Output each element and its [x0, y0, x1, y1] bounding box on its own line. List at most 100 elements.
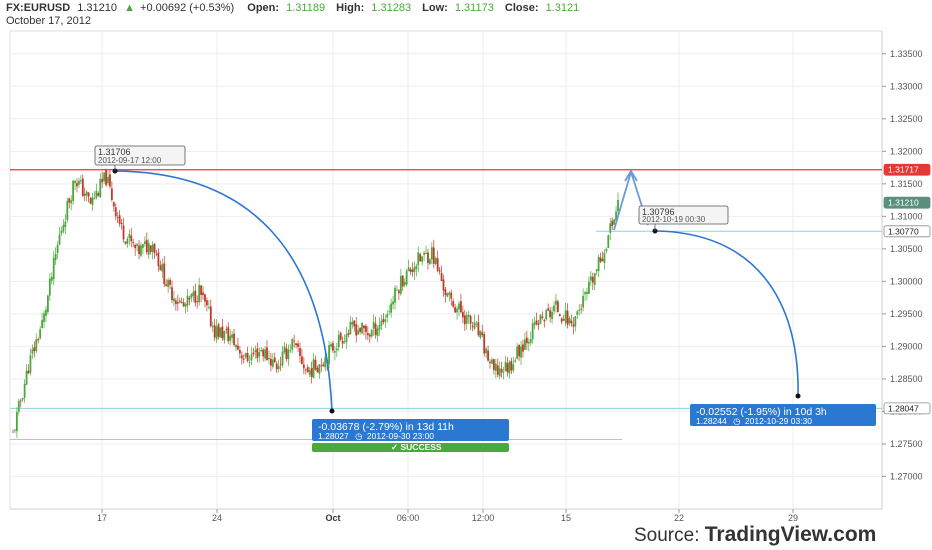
candle — [481, 324, 484, 338]
candle-body — [308, 370, 311, 375]
candle-body — [147, 242, 150, 255]
candle-body — [399, 275, 402, 294]
candle-body — [555, 300, 557, 305]
candle-body — [533, 322, 536, 326]
candle-body — [301, 356, 303, 364]
close-label: Close: — [505, 2, 539, 14]
candle — [529, 331, 532, 346]
candle — [332, 340, 334, 353]
candle — [568, 316, 571, 326]
candle-body — [202, 292, 204, 295]
candle — [564, 302, 567, 327]
candle-body — [553, 305, 555, 312]
y-tick-label: 1.27500 — [890, 439, 923, 449]
candle-body — [603, 252, 606, 264]
candle — [240, 351, 243, 365]
candle-body — [403, 282, 406, 286]
candle — [335, 342, 338, 357]
candle-body — [392, 301, 394, 305]
drawing-layer[interactable]: 1.31706 2012-09-17 12:00 1.30796 2012-10… — [94, 145, 876, 452]
candle-body — [324, 357, 327, 368]
candle-body — [512, 364, 515, 371]
candle-body — [25, 370, 28, 385]
candle — [545, 308, 548, 321]
candle-body — [15, 412, 18, 432]
horizontal-levels[interactable]: 1.31717 1.31210 1.30770 1.28047 — [10, 163, 931, 440]
candle-body — [198, 285, 201, 303]
candle — [142, 243, 144, 254]
y-tick-label: 1.29000 — [890, 341, 923, 351]
measure-label-1[interactable]: -0.03678 (-2.79%) in 13d 11h 1.28027 ◷ 2… — [312, 419, 509, 441]
candle-body — [465, 315, 468, 324]
candle-body — [43, 313, 45, 322]
candle-body — [87, 192, 90, 197]
candle-body — [409, 269, 412, 272]
candle-body — [171, 287, 173, 301]
candle-body — [169, 280, 171, 285]
candle — [562, 314, 565, 321]
candle-body — [174, 300, 177, 304]
anchor-point[interactable] — [329, 408, 335, 414]
candle-body — [605, 249, 608, 252]
candle — [174, 297, 177, 311]
candle-body — [223, 331, 226, 341]
candle — [78, 177, 80, 188]
candle — [471, 321, 474, 332]
candle — [250, 346, 253, 366]
candle-body — [607, 235, 610, 248]
price-callout-1[interactable]: 1.31706 2012-09-17 12:00 — [94, 145, 186, 171]
candle — [570, 314, 573, 327]
candle — [17, 398, 20, 416]
candle-body — [271, 359, 274, 367]
candle — [452, 298, 455, 308]
candle — [584, 291, 586, 302]
candle — [176, 294, 179, 311]
candle — [556, 299, 559, 313]
candle — [213, 319, 216, 342]
candle — [539, 313, 542, 324]
candle-body — [163, 263, 166, 285]
price-callout-2[interactable]: 1.30796 2012-10-19 00:30 — [638, 205, 729, 231]
candle — [467, 310, 470, 325]
candle-body — [48, 278, 51, 296]
candle — [110, 181, 113, 202]
candle — [165, 279, 168, 287]
candle-body — [252, 352, 255, 355]
candle-body — [405, 270, 408, 285]
candle — [384, 314, 387, 328]
measure-curve-1[interactable] — [114, 170, 333, 413]
candle — [605, 247, 608, 254]
candle — [390, 298, 393, 318]
time-axis[interactable]: 17 24 Oct 06:00 12:00 15 22 29 — [97, 509, 798, 523]
candle — [293, 334, 296, 348]
x-tick-label: 17 — [97, 513, 107, 523]
candle-body — [332, 343, 334, 351]
candle-body — [258, 352, 261, 357]
measure-curve-2[interactable] — [654, 230, 799, 397]
candle-body — [47, 295, 49, 313]
anchor-point[interactable] — [795, 393, 801, 399]
candle — [312, 352, 315, 379]
candle — [27, 364, 30, 374]
candle-body — [306, 367, 309, 373]
candle-body — [535, 320, 538, 325]
candle — [345, 326, 348, 349]
candle — [151, 241, 154, 260]
candle-body — [19, 400, 22, 402]
candle — [601, 251, 604, 262]
candle — [485, 346, 488, 359]
price-axis[interactable]: 1.33500 1.33000 1.32500 1.32000 1.31500 1.310… — [882, 49, 923, 482]
measure-label-2[interactable]: -0.02552 (-1.95%) in 10d 3h 1.28244 ◷ 20… — [690, 404, 876, 426]
candle-body — [467, 314, 470, 317]
candle-body — [138, 245, 140, 255]
candle — [351, 317, 354, 329]
y-tick-label: 1.31000 — [890, 211, 923, 221]
candle-body — [76, 183, 78, 187]
candle — [270, 352, 272, 372]
candle-body — [582, 295, 584, 308]
x-tick-label: 29 — [788, 513, 798, 523]
candle-body — [353, 320, 356, 327]
candle-body — [564, 310, 567, 323]
candle — [107, 171, 109, 186]
